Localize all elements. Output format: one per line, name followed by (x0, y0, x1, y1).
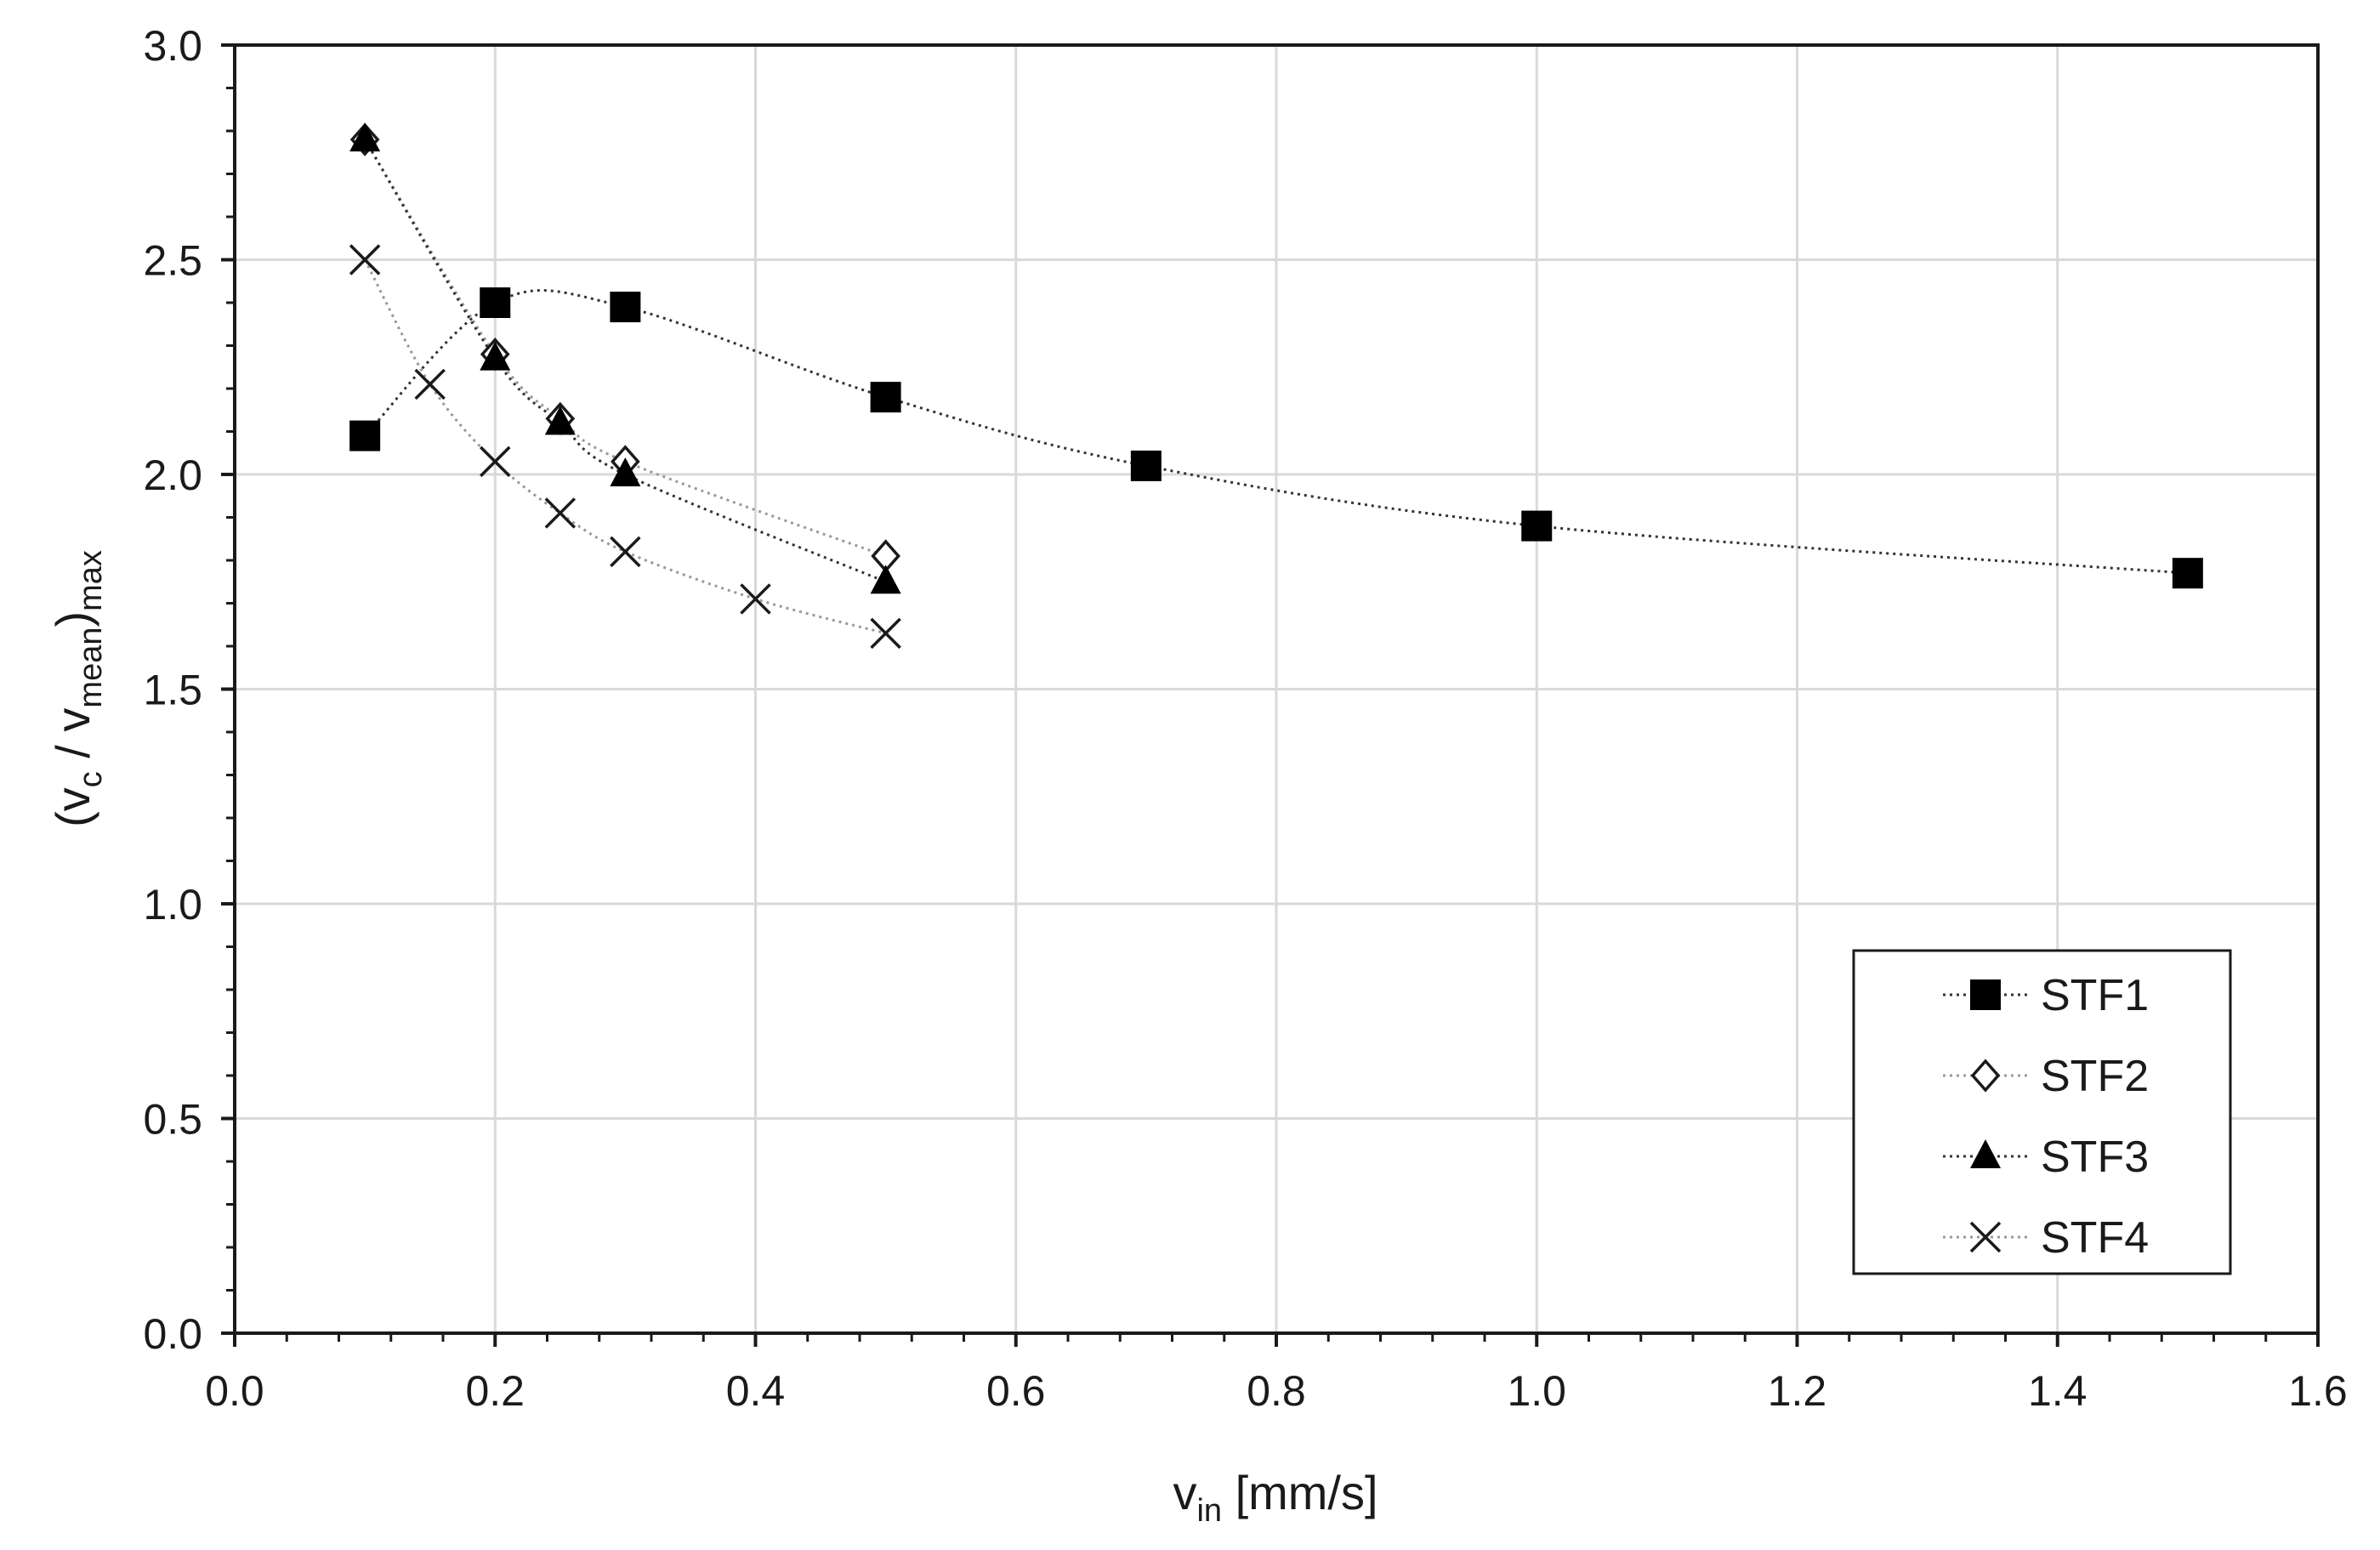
legend-marker-stf2 (1970, 1059, 2001, 1093)
legend-marker-stf1 (1970, 979, 2001, 1010)
series-markers (349, 122, 2203, 650)
legend-box (1852, 949, 2232, 1275)
y-tick-label: 2.5 (143, 237, 202, 285)
legend-item-stf3: STF3 (1943, 1133, 2149, 1182)
data-point-stf4-stroke (544, 497, 577, 529)
y-tick-label: 2.0 (143, 451, 202, 499)
data-point-stf4 (870, 617, 901, 650)
y-tick-label: 1.5 (143, 667, 202, 714)
y-tick-label: 0.5 (143, 1096, 202, 1144)
x-tick-label: 0.2 (465, 1367, 525, 1415)
data-point-stf4-stroke (480, 446, 511, 478)
series-stf1-points (349, 287, 2203, 589)
x-tick-labels: 0.0 0.2 0.4 0.6 0.8 1.0 1.2 1.4 1.6 (205, 1367, 2348, 1415)
series-stf4-points (349, 244, 901, 650)
x-tick-label: 0.8 (1247, 1367, 1306, 1415)
y-tick-label: 3.0 (143, 22, 202, 70)
x-axis-title-suffix: [mm/s] (1222, 1466, 1378, 1519)
y-axis-title-close: ) (46, 611, 99, 627)
data-point-stf4-stroke (349, 244, 381, 275)
data-point-stf3 (610, 457, 641, 486)
y-axis-title-open: ( (46, 811, 99, 827)
legend-label-stf3: STF3 (2041, 1133, 2149, 1182)
legend-label-stf2: STF2 (2041, 1052, 2149, 1101)
x-tick-label: 0.0 (205, 1367, 264, 1415)
data-point-stf3 (544, 406, 576, 435)
x-tick-label: 0.4 (726, 1367, 786, 1415)
series-line-stf1 (364, 289, 2188, 575)
data-point-stf1 (349, 420, 381, 451)
data-point-stf4-stroke (610, 536, 641, 568)
data-point-stf3 (349, 122, 381, 152)
data-point-stf1 (2172, 558, 2203, 589)
data-point-stf4 (480, 446, 511, 478)
legend-item-stf4: STF4 (1943, 1213, 2149, 1263)
data-point-stf4 (610, 536, 641, 568)
x-tick-label: 1.4 (2028, 1367, 2087, 1415)
legend-item-stf1: STF1 (1943, 971, 2149, 1020)
x-tick-label: 0.6 (986, 1367, 1046, 1415)
legend-label-stf1: STF1 (2041, 971, 2149, 1020)
y-axis-title-sub3: max (73, 550, 109, 611)
data-point-stf1 (870, 382, 901, 413)
data-point-stf4-stroke (870, 617, 901, 650)
y-tick-label: 1.0 (143, 881, 202, 928)
x-axis-title: vin [mm/s] (1173, 1466, 1377, 1529)
series-stf2-points (349, 122, 900, 573)
data-point-stf3 (480, 341, 511, 371)
y-axis-title-sub2: mean (73, 627, 109, 708)
legend-marker-stf4-stroke (1969, 1221, 2002, 1253)
series-line-stf3 (363, 139, 887, 583)
y-tick-label: 0.0 (143, 1310, 202, 1358)
x-tick-label: 1.2 (1768, 1367, 1827, 1415)
grid (235, 45, 2318, 1333)
data-point-stf4-stroke (740, 583, 771, 615)
series-line-stf2 (363, 139, 887, 558)
data-point-stf4 (740, 583, 771, 615)
data-point-stf3 (870, 565, 901, 594)
x-axis-title-base: v (1173, 1466, 1196, 1519)
y-tick-labels: 0.0 0.5 1.0 1.5 2.0 2.5 3.0 (143, 22, 202, 1358)
legend: STF1 STF2 STF3 STF4 (1852, 949, 2232, 1275)
data-point-stf1 (1130, 450, 1162, 481)
x-tick-label: 1.6 (2288, 1367, 2348, 1415)
data-point-stf4 (414, 368, 446, 400)
y-axis-title: (vc / vmean)max (46, 550, 109, 827)
data-point-stf4 (544, 497, 577, 529)
series-stf3-points (349, 122, 901, 594)
legend-label-stf4: STF4 (2041, 1213, 2149, 1263)
y-axis-title-v1: v (46, 787, 99, 811)
data-point-stf1 (1521, 510, 1553, 542)
axis-ticks (221, 43, 2320, 1347)
data-point-stf4-stroke (414, 368, 446, 400)
data-point-stf4 (349, 244, 381, 275)
data-point-stf1 (480, 287, 511, 318)
y-axis-title-mid: / (46, 732, 99, 772)
legend-marker-stf4 (1969, 1221, 2002, 1253)
legend-marker-stf3 (1970, 1139, 2001, 1168)
legend-item-stf2: STF2 (1943, 1052, 2149, 1101)
data-point-stf1 (610, 292, 641, 323)
y-axis-title-sub1: c (73, 771, 109, 787)
x-axis-title-sub: in (1196, 1493, 1222, 1529)
y-axis-title-v2: v (46, 708, 99, 732)
x-tick-label: 1.0 (1507, 1367, 1566, 1415)
